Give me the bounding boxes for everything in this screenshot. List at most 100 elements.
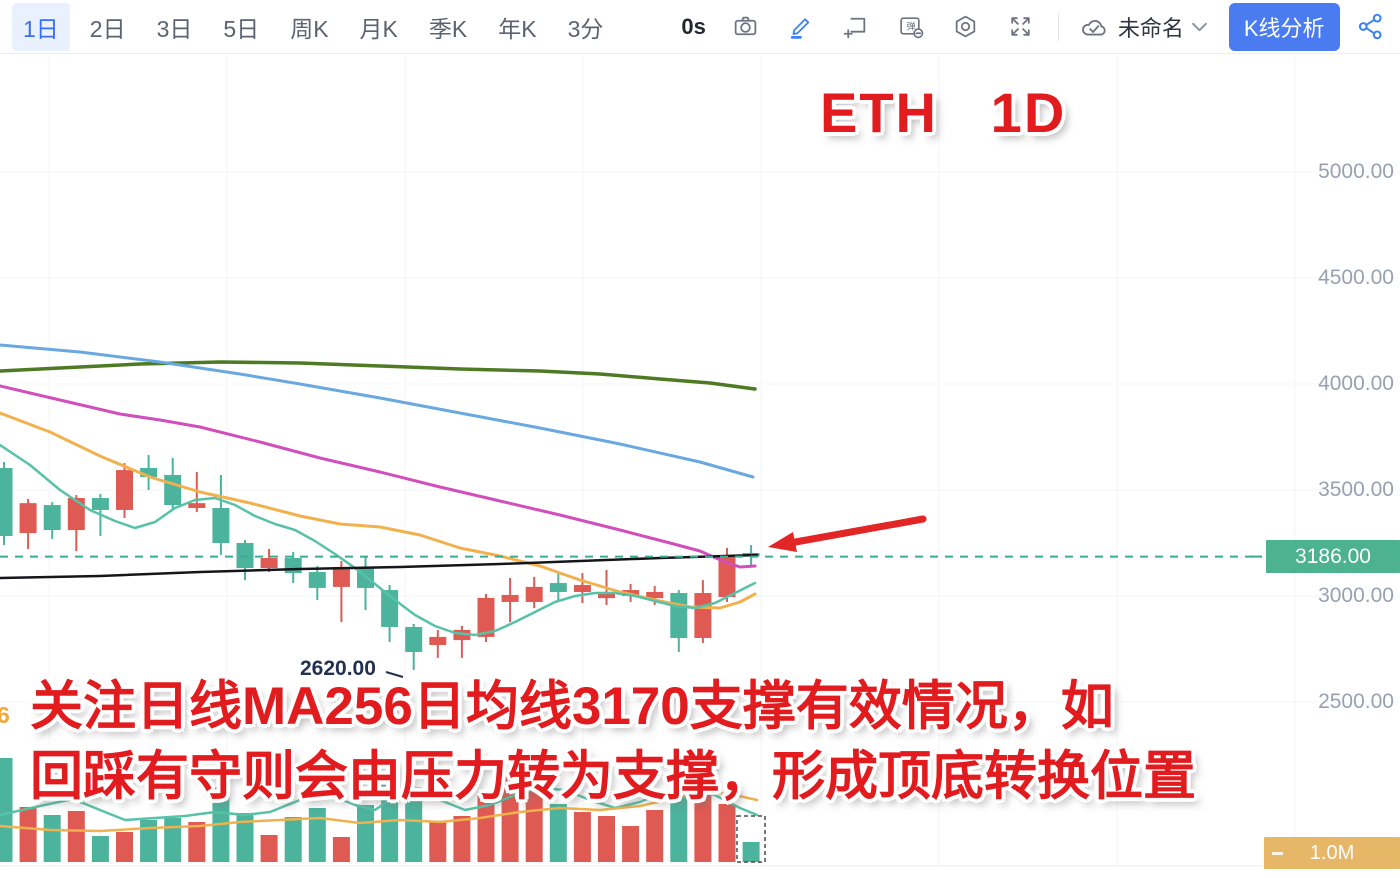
current-volume-badge: 1.0M: [1264, 837, 1400, 869]
popup-icon: 弹: [900, 17, 924, 39]
candle-body: [212, 508, 230, 543]
candle-body: [525, 586, 543, 602]
period-tab-月K[interactable]: 月K: [359, 15, 398, 42]
annotation-arrow: [786, 515, 927, 547]
candle-body: [405, 626, 423, 652]
refresh-countdown: 0s: [681, 13, 706, 39]
volume-bar: [477, 796, 495, 862]
period-tab-1日[interactable]: 1日: [12, 2, 70, 51]
current-price-badge: 3186.00: [1266, 540, 1400, 573]
volume-bar: [236, 813, 254, 862]
volume-bar: [164, 818, 182, 862]
draw-icon: [791, 18, 810, 39]
candle-body: [308, 572, 326, 588]
volume-bar: [91, 836, 109, 862]
popup-button[interactable]: 弹: [896, 12, 926, 42]
ma-black: [0, 553, 759, 580]
volume-bar: [0, 758, 13, 862]
volume-selection-rect: [736, 815, 766, 863]
period-tab-3日[interactable]: 3日: [156, 15, 193, 42]
share-button[interactable]: [1356, 12, 1386, 42]
document-name-menu[interactable]: 未命名: [1079, 11, 1207, 43]
candle-body: [188, 503, 206, 509]
volume-bar: [188, 822, 206, 862]
chart-title: ETH 1D: [820, 81, 1067, 144]
volume-bar: [718, 804, 736, 862]
ma-blue: [0, 343, 755, 479]
annotation-line-2: 回踩有守则会由压力转为支撑，形成顶底转换位置: [30, 747, 1196, 806]
candle-body: [718, 556, 736, 598]
add-panel-button[interactable]: [841, 12, 871, 42]
candle-body: [429, 636, 447, 645]
vol-ma-teal: [0, 786, 759, 822]
candle-body: [260, 558, 278, 569]
add-panel-icon: [844, 17, 866, 39]
candle-body: [164, 474, 182, 506]
candle-body: [116, 470, 133, 510]
volume-bar: [622, 826, 640, 862]
volume-bar: [742, 842, 760, 862]
candle-body: [477, 597, 495, 637]
candle-body: [549, 583, 567, 592]
period-tab-2日[interactable]: 2日: [89, 15, 126, 42]
period-tab-3分[interactable]: 3分: [567, 15, 604, 42]
camera-icon: [735, 16, 757, 36]
candle-body: [694, 593, 712, 638]
volume-bar: [694, 788, 712, 862]
toolbar: 1日 2日 3日 5日 周K 月K 季K 年K 3分 0s 弹: [0, 0, 1400, 54]
ma-magenta: [0, 384, 757, 569]
period-tab-年K[interactable]: 年K: [498, 15, 537, 42]
volume-bar: [357, 805, 374, 862]
candle-body: [501, 594, 519, 602]
settings-button[interactable]: [951, 12, 981, 42]
vol-ma-orange: [0, 790, 759, 833]
volume-bar: [332, 837, 350, 862]
clipped-legend-text: 6: [0, 702, 10, 728]
ma-teal: [0, 443, 757, 637]
volume-bar: [525, 778, 543, 862]
candle-body: [67, 498, 85, 531]
fullscreen-icon: [1011, 17, 1031, 36]
ma-orange: [0, 411, 757, 610]
share-icon: [1358, 13, 1382, 40]
fullscreen-button[interactable]: [1006, 12, 1036, 42]
low-price-label: 2620.00: [300, 657, 376, 680]
period-tabs: 1日 2日 3日 5日 周K 月K 季K 年K 3分: [12, 2, 623, 51]
toolbar-divider: [1057, 12, 1059, 41]
ma-dark-green: [0, 360, 757, 391]
candle-body: [19, 503, 37, 534]
settings-icon: [956, 15, 976, 38]
annotation-line-1: 关注日线MA256日均线3170支撑有效情况，如: [30, 677, 1114, 736]
candle-body: [598, 591, 615, 599]
candle-body: [140, 467, 158, 478]
volume-bar: [429, 822, 447, 862]
popup-icon-char: 弹: [907, 21, 916, 32]
volume-bar: [405, 787, 423, 862]
volume-bar: [598, 816, 615, 862]
candle-body: [670, 593, 688, 638]
kline-analysis-button[interactable]: K线分析: [1228, 2, 1340, 51]
volume-bar: [646, 810, 664, 862]
volume-bar: [308, 808, 326, 862]
period-tab-周K[interactable]: 周K: [290, 15, 329, 42]
cloud-sync-icon: [1081, 19, 1106, 36]
volume-bar: [549, 804, 567, 862]
candle-body: [284, 558, 302, 574]
volume-bar: [67, 811, 85, 862]
candle-body: [573, 584, 591, 592]
candle-body: [236, 543, 254, 569]
volume-bar: [501, 770, 519, 862]
candle-body: [332, 566, 350, 587]
volume-bar: [19, 807, 37, 862]
low-label-pointer: [385, 671, 404, 678]
candle-body: [43, 505, 61, 531]
volume-bar: [573, 812, 591, 862]
period-tab-5日[interactable]: 5日: [223, 15, 260, 42]
period-tab-季K[interactable]: 季K: [428, 15, 468, 42]
volume-bar: [284, 817, 302, 862]
candle-body: [91, 498, 109, 510]
camera-button[interactable]: [731, 12, 761, 42]
draw-button[interactable]: [786, 12, 816, 42]
volume-bar: [116, 832, 133, 862]
